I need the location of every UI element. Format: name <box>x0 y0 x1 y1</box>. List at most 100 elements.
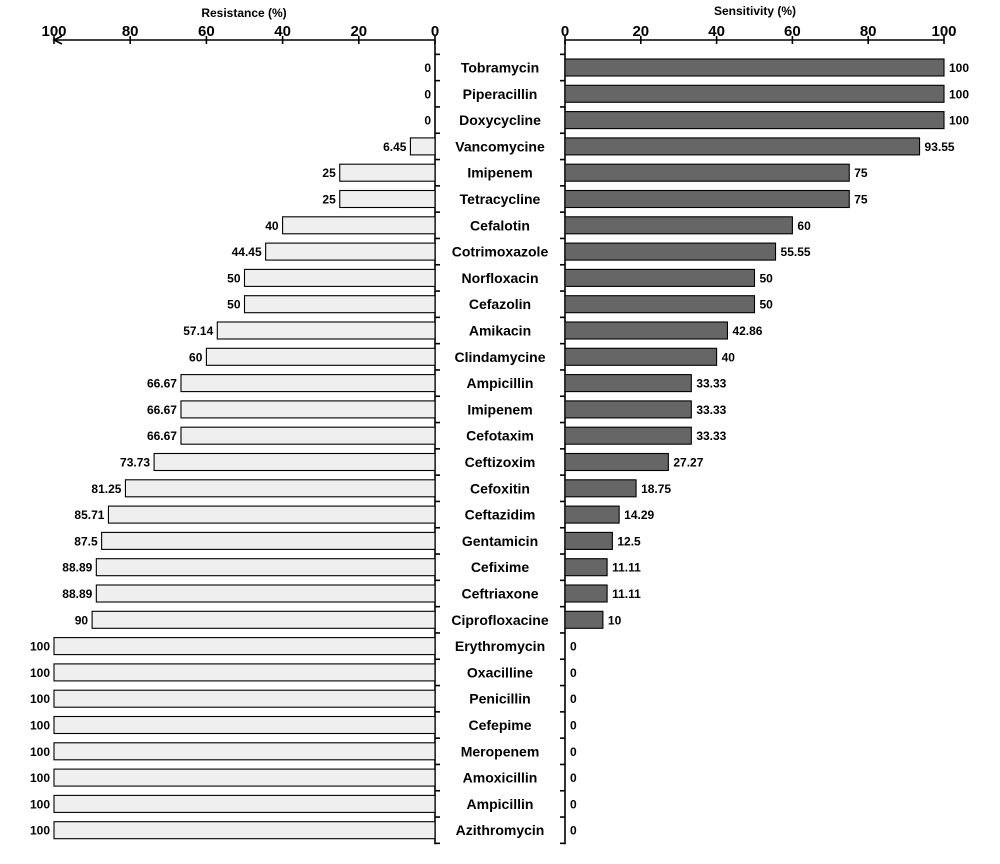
resistance-bar <box>180 400 436 419</box>
right-axis-tick-label: 0 <box>561 23 569 40</box>
right-axis: 0 20 40 60 80 100 <box>560 23 957 845</box>
sensitivity-value-label: 18.75 <box>641 482 671 496</box>
left-axis-title: Resistance (%) <box>201 6 286 20</box>
resistance-value-label: 50 <box>227 298 241 312</box>
sensitivity-value-label: 0 <box>570 824 577 838</box>
resistance-bar <box>53 689 436 708</box>
sensitivity-bar <box>564 58 945 77</box>
category-label: Tobramycin <box>461 60 539 76</box>
category-label: Amoxicillin <box>463 770 538 786</box>
resistance-bar <box>124 479 436 498</box>
category-label: Norfloxacin <box>461 270 538 286</box>
sensitivity-value-label: 75 <box>854 166 868 180</box>
resistance-value-label: 73.73 <box>120 456 150 470</box>
resistance-bar <box>243 268 436 287</box>
resistance-value-label: 85.71 <box>74 508 104 522</box>
right-axis-tick-label: 40 <box>708 23 725 40</box>
right-axis-title: Sensitivity (%) <box>714 4 796 18</box>
category-label: Piperacillin <box>463 86 538 102</box>
resistance-value-label: 60 <box>189 350 203 364</box>
resistance-bar <box>53 715 436 735</box>
sensitivity-bar <box>564 242 777 261</box>
sensitivity-bar <box>564 189 850 209</box>
resistance-value-label: 44.45 <box>232 245 262 259</box>
category-label: Ceftazidim <box>465 507 536 523</box>
resistance-value-label: 66.67 <box>147 403 177 417</box>
category-label: Ceftizoxim <box>465 454 536 470</box>
category-label: Gentamicin <box>462 533 538 549</box>
sensitivity-value-label: 75 <box>854 193 868 207</box>
resistance-value-label: 88.89 <box>62 561 92 575</box>
sensitivity-value-label: 11.11 <box>612 587 641 601</box>
sensitivity-value-label: 11.11 <box>612 561 641 575</box>
sensitivity-bar <box>564 558 608 577</box>
right-axis-tick-label: 80 <box>860 23 877 40</box>
category-label: Cefalotin <box>470 217 530 233</box>
sensitivity-value-label: 33.33 <box>696 403 726 417</box>
right-axis-tick-label: 60 <box>784 23 801 40</box>
resistance-bar <box>53 637 436 656</box>
sensitivity-bar <box>564 321 728 340</box>
resistance-value-label: 100 <box>30 797 50 811</box>
sensitivity-value-label: 0 <box>570 719 577 733</box>
resistance-bar <box>107 505 436 524</box>
sensitivity-bar <box>564 295 756 314</box>
category-label: Imipenem <box>467 165 532 181</box>
sensitivity-bar <box>564 400 692 419</box>
resistance-bar <box>53 821 436 840</box>
resistance-value-label: 57.14 <box>183 324 213 338</box>
sensitivity-value-label: 27.27 <box>673 456 703 470</box>
resistance-bar <box>91 610 436 629</box>
resistance-bar <box>153 452 436 472</box>
resistance-value-label: 66.67 <box>147 377 177 391</box>
sensitivity-value-label: 0 <box>570 692 577 706</box>
sensitivity-bar <box>564 216 793 235</box>
category-label: Cefepime <box>468 717 531 733</box>
sensitivity-bar <box>564 347 718 366</box>
resistance-bar <box>95 558 436 577</box>
sensitivity-bar <box>564 111 945 130</box>
category-label: Ampicillin <box>467 796 534 812</box>
resistance-value-label: 25 <box>322 193 336 207</box>
sensitivity-value-label: 42.86 <box>732 324 762 338</box>
resistance-bar <box>339 189 436 209</box>
category-label: Doxycycline <box>459 112 541 128</box>
category-label: Cefotaxim <box>466 428 534 444</box>
sensitivity-bar <box>564 163 850 182</box>
resistance-value-label: 0 <box>424 114 431 128</box>
resistance-value-label: 0 <box>424 87 431 101</box>
resistance-bar <box>180 374 436 393</box>
sensitivity-value-label: 50 <box>760 298 774 312</box>
sensitivity-bar <box>564 452 669 472</box>
resistance-value-label: 100 <box>30 640 50 654</box>
resistance-value-label: 100 <box>30 745 50 759</box>
sensitivity-value-label: 50 <box>760 271 774 285</box>
resistance-bar <box>101 531 436 550</box>
left-axis-tick-label: 0 <box>431 23 439 40</box>
category-label: Cefoxitin <box>470 480 530 496</box>
resistance-bar <box>243 295 436 314</box>
resistance-value-label: 81.25 <box>91 482 121 496</box>
resistance-bar <box>339 163 436 182</box>
sensitivity-value-label: 40 <box>722 350 736 364</box>
left-axis-tick-label: 20 <box>350 23 367 40</box>
category-label: Ciprofloxacine <box>451 612 548 628</box>
resistance-bar <box>216 321 436 340</box>
sensitivity-value-label: 33.33 <box>696 377 726 391</box>
sensitivity-value-label: 12.5 <box>617 534 641 548</box>
sensitivity-value-label: 100 <box>949 87 969 101</box>
left-axis-tick-label: 60 <box>198 23 215 40</box>
sensitivity-value-label: 33.33 <box>696 429 726 443</box>
resistance-value-label: 40 <box>265 219 279 233</box>
resistance-value-label: 90 <box>75 613 89 627</box>
category-label: Penicillin <box>469 691 530 707</box>
category-label: Cotrimoxazole <box>452 244 549 260</box>
labels-group: Tobramycin 0 100 Piperacillin 0 100 Doxycyclin… <box>30 60 969 839</box>
bars-group <box>53 58 945 840</box>
category-label: Amikacin <box>469 323 531 339</box>
category-label: Cefazolin <box>469 296 531 312</box>
sensitivity-bar <box>564 531 613 550</box>
sensitivity-bar <box>564 584 608 603</box>
sensitivity-bar <box>564 137 921 156</box>
category-label: Ceftriaxone <box>461 586 538 602</box>
